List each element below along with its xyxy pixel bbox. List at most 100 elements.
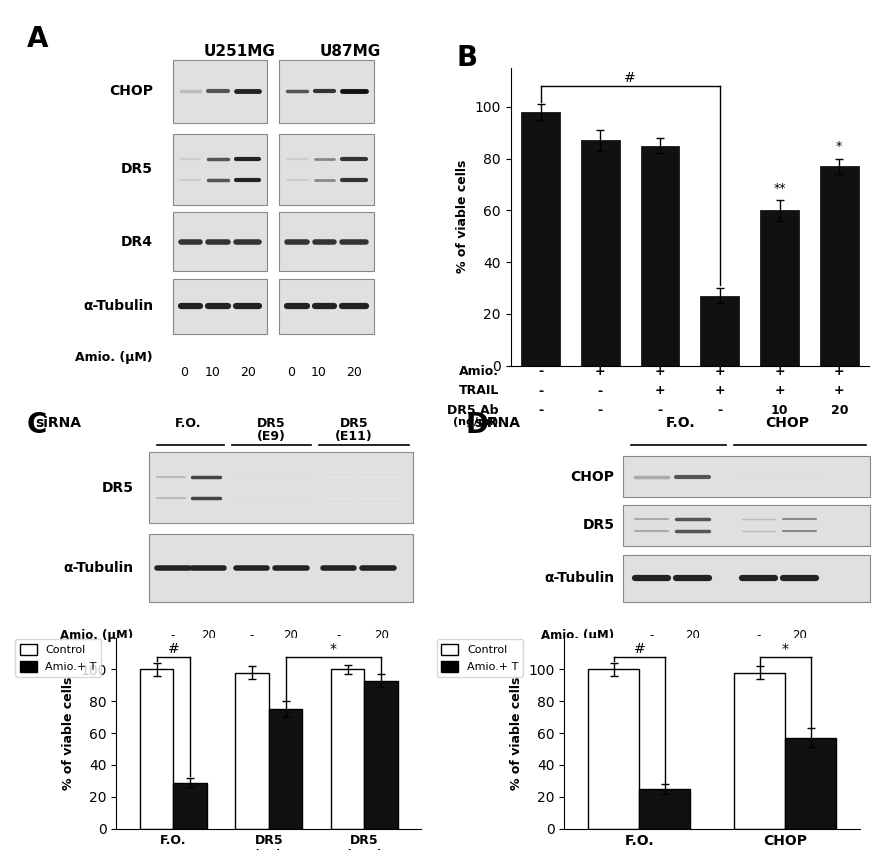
Text: -: - [538, 384, 543, 398]
Bar [280, 212, 374, 271]
Text: 20: 20 [346, 366, 362, 379]
Text: 0: 0 [287, 366, 295, 379]
Text: (E11): (E11) [335, 430, 373, 443]
Text: -: - [249, 629, 254, 642]
Text: U251MG: U251MG [203, 44, 276, 60]
Text: TRAIL: TRAIL [459, 384, 499, 398]
Bar [173, 212, 267, 271]
Text: 20: 20 [375, 629, 389, 642]
Bar [149, 452, 413, 524]
Bar [173, 134, 267, 205]
Text: 20: 20 [831, 404, 848, 416]
Text: (E9): (E9) [257, 430, 286, 443]
Bar [641, 145, 679, 366]
Text: -: - [336, 629, 340, 642]
Bar [173, 60, 267, 122]
Text: -: - [658, 404, 663, 416]
Text: +: + [714, 384, 725, 398]
Text: *: * [836, 140, 842, 153]
Text: F.O.: F.O. [176, 416, 202, 430]
Text: Amio. (μM): Amio. (μM) [60, 629, 134, 642]
Text: -: - [170, 629, 175, 642]
Text: #: # [168, 642, 179, 656]
Y-axis label: % of viable cells: % of viable cells [62, 677, 75, 790]
Text: #: # [633, 642, 645, 656]
Bar [140, 670, 173, 829]
Legend: Control, Amio.+ T: Control, Amio.+ T [15, 639, 101, 677]
Y-axis label: % of viable cells: % of viable cells [510, 677, 523, 790]
Legend: Control, Amio.+ T: Control, Amio.+ T [437, 639, 522, 677]
Text: DR5: DR5 [340, 416, 368, 430]
Bar [786, 738, 837, 829]
Text: -: - [538, 366, 543, 378]
Bar [581, 140, 620, 366]
Text: siRNA: siRNA [35, 416, 81, 430]
Bar [149, 535, 413, 602]
Text: U87MG: U87MG [320, 44, 381, 60]
Text: 20: 20 [283, 629, 298, 642]
Bar [521, 112, 560, 366]
Text: +: + [834, 366, 845, 378]
Bar [639, 789, 691, 829]
Bar [280, 279, 374, 334]
Bar [760, 210, 799, 366]
Text: F.O.: F.O. [666, 416, 695, 430]
Text: DR5: DR5 [101, 481, 134, 495]
Text: B: B [457, 44, 478, 72]
Text: -: - [756, 629, 761, 642]
Bar [701, 296, 739, 366]
Text: 10: 10 [204, 366, 220, 379]
Text: 20: 20 [201, 629, 216, 642]
Text: -: - [598, 404, 603, 416]
Bar [331, 670, 365, 829]
Text: D: D [466, 411, 489, 439]
Text: *: * [782, 642, 788, 656]
Text: +: + [595, 366, 606, 378]
Text: -: - [598, 384, 603, 398]
Text: 20: 20 [240, 366, 255, 379]
Text: +: + [774, 366, 785, 378]
Text: α-Tubulin: α-Tubulin [544, 571, 615, 586]
Text: +: + [714, 366, 725, 378]
Text: +: + [834, 384, 845, 398]
Text: CHOP: CHOP [109, 84, 153, 99]
Text: CHOP: CHOP [765, 416, 809, 430]
Bar [588, 670, 639, 829]
Text: -: - [538, 404, 543, 416]
Bar [734, 672, 786, 829]
Bar [173, 279, 267, 334]
Text: -: - [650, 629, 653, 642]
Text: +: + [655, 384, 666, 398]
Text: CHOP: CHOP [570, 469, 615, 484]
Text: **: ** [773, 182, 786, 195]
Bar [280, 60, 374, 122]
Text: 10: 10 [311, 366, 326, 379]
Text: 20: 20 [685, 629, 700, 642]
Bar [236, 672, 269, 829]
Text: (ng/ml): (ng/ml) [453, 416, 499, 427]
Text: #: # [625, 71, 636, 85]
Text: DR5: DR5 [582, 518, 615, 532]
Text: DR5: DR5 [257, 416, 286, 430]
Text: A: A [27, 25, 48, 53]
Bar [173, 783, 207, 829]
Text: -: - [717, 404, 722, 416]
Text: DR5: DR5 [121, 162, 153, 177]
Text: 10: 10 [771, 404, 788, 416]
Bar [623, 555, 870, 602]
Text: α-Tubulin: α-Tubulin [83, 299, 153, 314]
Bar [623, 505, 870, 546]
Text: 20: 20 [792, 629, 807, 642]
Bar [623, 456, 870, 497]
Text: Amio. (μM): Amio. (μM) [541, 629, 615, 642]
Text: siRNA: siRNA [474, 416, 521, 430]
Text: DR5 Ab: DR5 Ab [447, 404, 499, 416]
Text: +: + [774, 384, 785, 398]
Bar [820, 167, 858, 366]
Text: Amio. (μM): Amio. (μM) [75, 351, 153, 364]
Y-axis label: % of viable cells: % of viable cells [456, 160, 470, 274]
Bar [365, 681, 398, 829]
Text: C: C [27, 411, 47, 439]
Text: α-Tubulin: α-Tubulin [64, 561, 134, 575]
Text: 0: 0 [181, 366, 188, 379]
